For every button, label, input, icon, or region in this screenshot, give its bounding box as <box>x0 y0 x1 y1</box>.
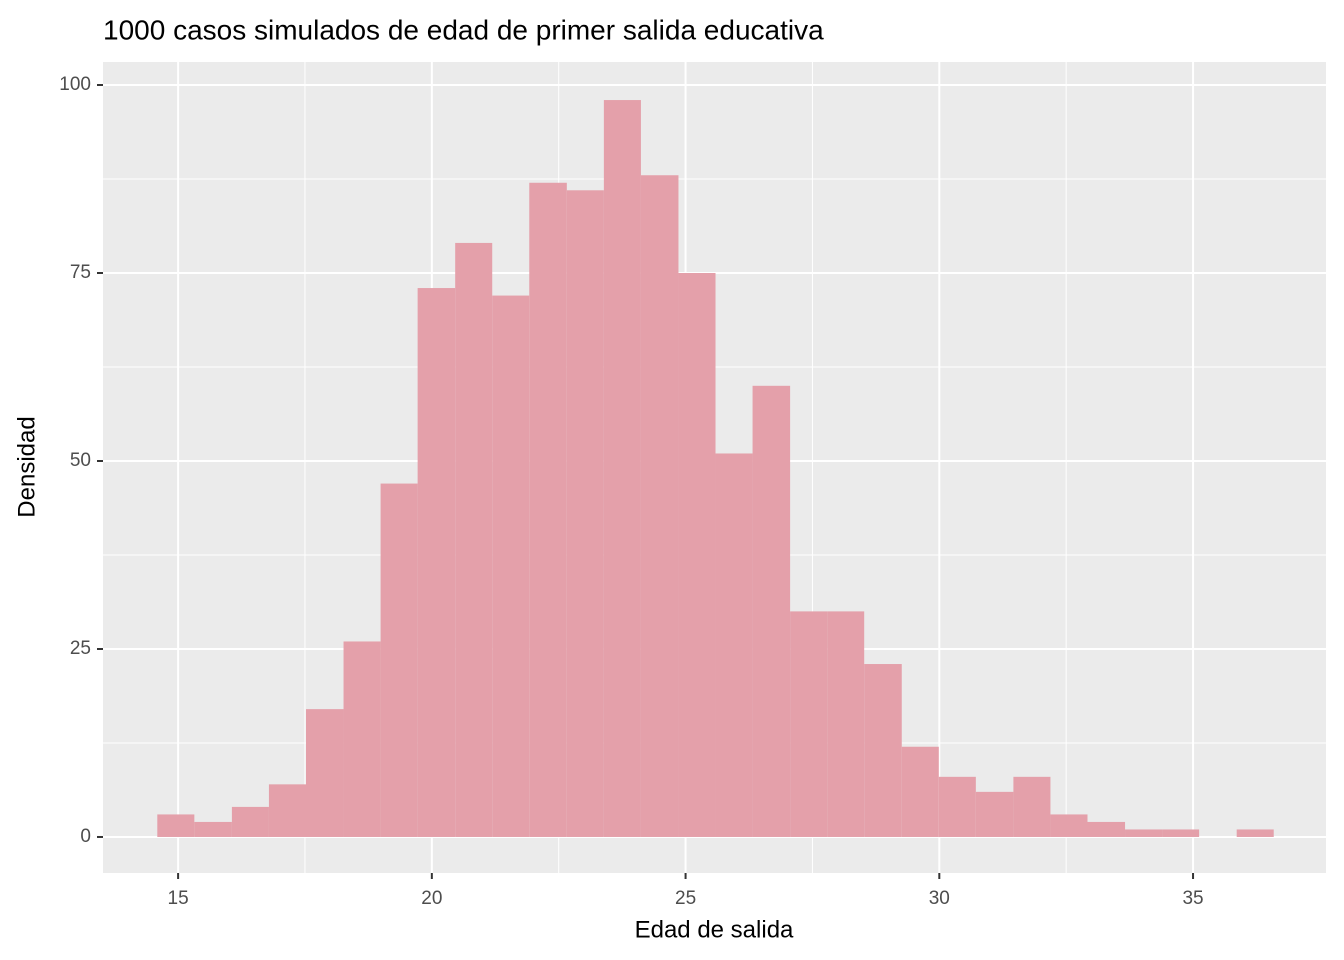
bar <box>715 453 753 837</box>
x-tick-label: 35 <box>1182 888 1203 909</box>
x-tick-label: 30 <box>929 888 950 909</box>
bar <box>901 746 939 837</box>
bar <box>975 791 1014 837</box>
bar <box>827 611 865 837</box>
bar <box>678 273 716 837</box>
bar <box>380 483 418 837</box>
y-tick-label: 75 <box>70 262 91 283</box>
y-tick-label: 50 <box>70 450 91 471</box>
bar <box>157 814 195 837</box>
bar <box>1125 829 1163 837</box>
bar <box>417 288 456 837</box>
y-tick-label: 25 <box>70 638 91 659</box>
bar <box>790 611 828 837</box>
bar <box>343 641 381 837</box>
bar <box>492 295 530 837</box>
bar <box>603 100 641 837</box>
y-tick-label: 0 <box>80 826 91 847</box>
bar <box>566 190 604 837</box>
x-axis-label: Edad de salida <box>635 916 794 943</box>
bars <box>157 100 1274 837</box>
bar <box>938 776 976 837</box>
x-tick-label: 20 <box>421 888 442 909</box>
bar <box>231 806 269 837</box>
bar <box>752 385 791 837</box>
bar <box>1087 821 1126 837</box>
bar <box>864 664 902 837</box>
x-tick-label: 15 <box>168 888 189 909</box>
x-tick-label: 25 <box>675 888 696 909</box>
bar <box>1013 776 1051 837</box>
chart-title: 1000 casos simulados de edad de primer s… <box>103 14 824 45</box>
bar <box>529 182 567 837</box>
bar <box>268 784 306 837</box>
bar <box>640 175 679 837</box>
bar <box>1162 829 1200 837</box>
bar <box>1236 829 1274 837</box>
bar <box>305 709 344 837</box>
bar <box>194 821 232 837</box>
bar <box>455 242 493 837</box>
bar <box>1050 814 1088 837</box>
y-tick-label: 100 <box>59 74 91 95</box>
y-axis-label: Densidad <box>13 416 40 517</box>
